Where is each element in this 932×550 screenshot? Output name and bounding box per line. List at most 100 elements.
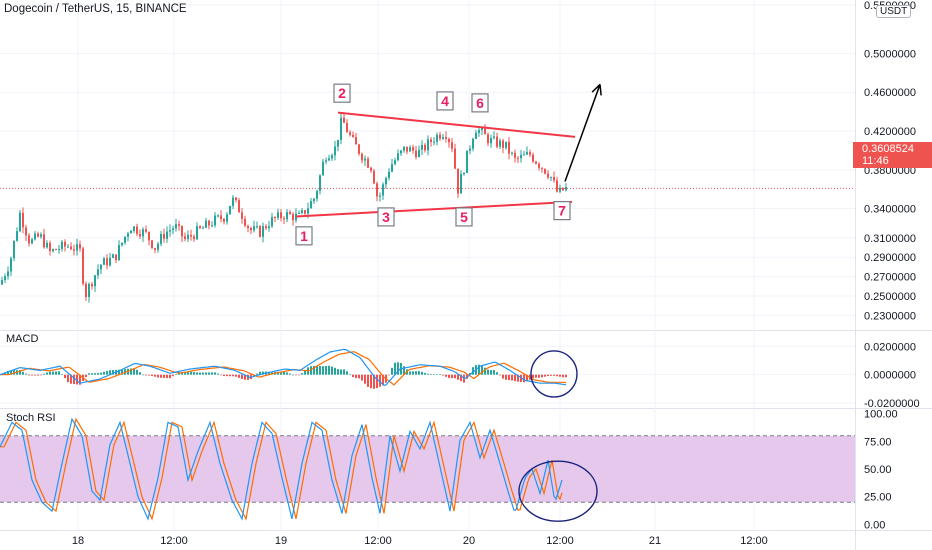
candle-body [547, 173, 549, 178]
candle-body [253, 226, 255, 231]
candle-body [199, 226, 201, 228]
candle-body [331, 155, 333, 159]
stoch-d-line [0, 417, 563, 521]
candle-body [361, 153, 363, 161]
candle-body [145, 229, 147, 232]
macd-histogram-bar [28, 374, 30, 376]
macd-histogram-bar [355, 374, 357, 379]
candle-body [106, 258, 108, 266]
macd-histogram-bar [526, 374, 528, 382]
candle-body [358, 144, 360, 154]
macd-histogram-bar [160, 374, 162, 378]
candle-body [109, 257, 111, 266]
y-tick-label: 0.3100000 [864, 233, 916, 245]
macd-line [0, 348, 567, 386]
x-tick-label: 12:00 [546, 535, 574, 547]
macd-histogram-bar [88, 373, 90, 375]
candle-body [139, 233, 141, 237]
macd-histogram-bar [298, 374, 300, 376]
candle-body [46, 242, 48, 248]
breakout-arrow-head [591, 83, 601, 93]
macd-histogram-bar [139, 372, 141, 375]
macd-histogram-bar [100, 372, 102, 375]
macd-histogram-bar [436, 374, 438, 375]
candle-body [457, 168, 459, 194]
candle-body [34, 233, 36, 240]
stoch-highlight-circle [518, 460, 598, 522]
macd-histogram-bar [79, 374, 81, 385]
candle-body [127, 233, 129, 237]
macd-histogram-bar [10, 370, 12, 375]
macd-histogram-bar [202, 372, 204, 375]
bar-countdown: 11:46 [862, 155, 889, 167]
macd-histogram-bar [58, 371, 60, 375]
macd-histogram-bar [184, 371, 186, 375]
candle-body [388, 171, 390, 179]
candle-body [49, 242, 51, 252]
candle-body [286, 212, 288, 220]
macd-histogram-bar [94, 373, 96, 375]
candle-body [235, 197, 237, 201]
candle-body [400, 150, 402, 154]
candle-body [136, 226, 138, 234]
macd-histogram-bar [295, 374, 297, 376]
macd-histogram-bar [217, 373, 219, 375]
stoch-y-tick-label: 50.00 [864, 464, 892, 476]
candle-body [43, 234, 45, 248]
macd-histogram-bar [136, 369, 138, 375]
macd-histogram-bar [22, 371, 24, 375]
candle-body [523, 154, 525, 156]
candle-body [118, 245, 120, 261]
breakout-arrow-head [599, 84, 602, 96]
stoch-k-line [0, 417, 563, 521]
candle-body [343, 117, 345, 123]
macd-histogram-bar [502, 374, 504, 379]
candle-body [223, 218, 225, 222]
candle-body [115, 254, 117, 261]
macd-histogram-bar [31, 374, 33, 376]
macd-histogram-bar [214, 372, 216, 375]
macd-histogram-bar [241, 374, 243, 379]
candle-body [166, 231, 168, 239]
candle-body [148, 231, 150, 241]
candle-body [94, 275, 96, 287]
macd-y-tick-label: -0.0200000 [864, 398, 920, 410]
candle-body [16, 231, 18, 241]
macd-histogram-bar [103, 371, 105, 375]
candle-body [520, 154, 522, 159]
candle-body [310, 201, 312, 209]
macd-histogram-bar [163, 374, 165, 378]
macd-histogram-bar [559, 374, 561, 377]
x-tick-label: 12:00 [364, 535, 392, 547]
candle-body [4, 276, 6, 281]
candle-body [526, 152, 528, 155]
currency-button[interactable]: USDT [876, 5, 912, 18]
macd-histogram-bar [73, 374, 75, 385]
macd-histogram-bar [70, 374, 72, 384]
macd-histogram-bar [283, 371, 285, 375]
candle-body [499, 140, 501, 147]
candle-body [76, 244, 78, 251]
y-tick-label: 0.5000000 [864, 48, 916, 60]
macd-histogram-bar [439, 374, 441, 375]
macd-histogram-bar [334, 367, 336, 375]
candle-body [304, 210, 306, 214]
candle-body [247, 225, 249, 228]
macd-histogram-bar [133, 368, 135, 375]
candle-body [301, 210, 303, 213]
macd-histogram-bar [106, 370, 108, 375]
stoch-y-tick-label: 0.00 [864, 519, 885, 531]
macd-histogram-bar [319, 366, 321, 375]
macd-histogram-bar [130, 368, 132, 375]
macd-histogram-bar [196, 372, 198, 375]
candle-body [250, 227, 252, 231]
macd-histogram-bar [364, 374, 366, 384]
macd-histogram-bar [316, 365, 318, 375]
macd-histogram-bar [193, 372, 195, 375]
macd-histogram-bar [490, 370, 492, 375]
candle-body [196, 226, 198, 240]
candle-body [328, 158, 330, 161]
macd-histogram-bar [199, 372, 201, 375]
candle-body [82, 248, 84, 284]
